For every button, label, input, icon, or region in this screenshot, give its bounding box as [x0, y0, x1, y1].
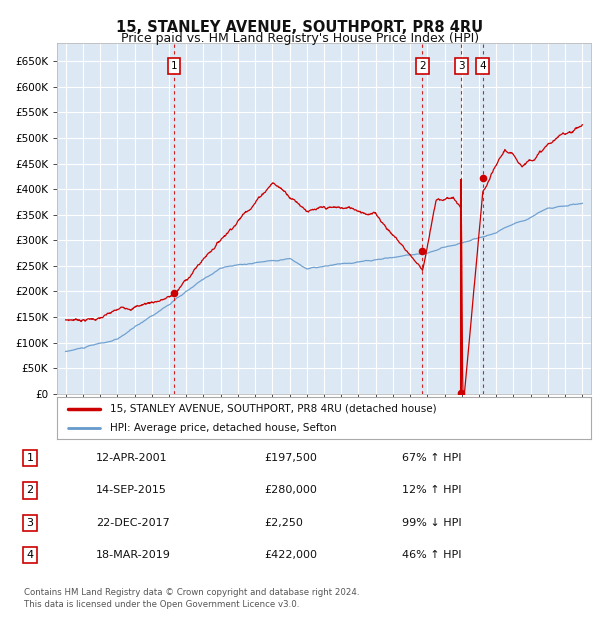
Text: 12-APR-2001: 12-APR-2001 [96, 453, 167, 463]
Text: £197,500: £197,500 [264, 453, 317, 463]
Text: 2: 2 [26, 485, 34, 495]
Text: 18-MAR-2019: 18-MAR-2019 [96, 550, 171, 560]
Text: 1: 1 [26, 453, 34, 463]
Text: HPI: Average price, detached house, Sefton: HPI: Average price, detached house, Seft… [110, 423, 337, 433]
Text: 14-SEP-2015: 14-SEP-2015 [96, 485, 167, 495]
Text: 1: 1 [170, 61, 177, 71]
Text: £422,000: £422,000 [264, 550, 317, 560]
Text: 4: 4 [479, 61, 486, 71]
Text: 67% ↑ HPI: 67% ↑ HPI [402, 453, 461, 463]
Text: 15, STANLEY AVENUE, SOUTHPORT, PR8 4RU (detached house): 15, STANLEY AVENUE, SOUTHPORT, PR8 4RU (… [110, 404, 437, 414]
Text: 99% ↓ HPI: 99% ↓ HPI [402, 518, 461, 528]
Text: 3: 3 [26, 518, 34, 528]
Text: Price paid vs. HM Land Registry's House Price Index (HPI): Price paid vs. HM Land Registry's House … [121, 32, 479, 45]
Text: 46% ↑ HPI: 46% ↑ HPI [402, 550, 461, 560]
Text: Contains HM Land Registry data © Crown copyright and database right 2024.
This d: Contains HM Land Registry data © Crown c… [24, 588, 359, 609]
Text: 15, STANLEY AVENUE, SOUTHPORT, PR8 4RU: 15, STANLEY AVENUE, SOUTHPORT, PR8 4RU [116, 20, 484, 35]
Text: 4: 4 [26, 550, 34, 560]
Text: 3: 3 [458, 61, 465, 71]
Text: 12% ↑ HPI: 12% ↑ HPI [402, 485, 461, 495]
Text: 2: 2 [419, 61, 425, 71]
Text: £2,250: £2,250 [264, 518, 303, 528]
Text: 22-DEC-2017: 22-DEC-2017 [96, 518, 170, 528]
Text: £280,000: £280,000 [264, 485, 317, 495]
